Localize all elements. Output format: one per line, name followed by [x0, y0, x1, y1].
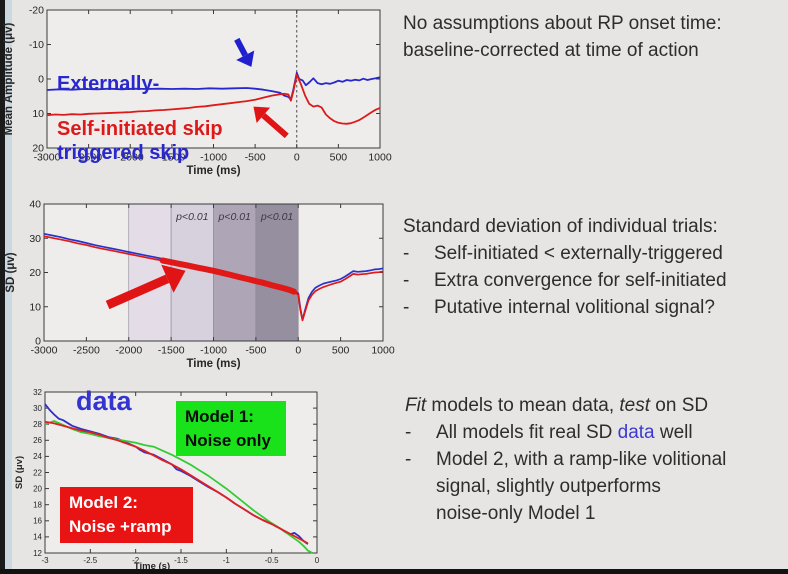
- svg-text:32: 32: [33, 388, 42, 397]
- sd-bullet-2: - Extra convergence for self-initiated: [403, 267, 787, 294]
- svg-text:-1500: -1500: [158, 152, 185, 164]
- sd-bullet-1-text: Self-initiated < externally-triggered: [434, 243, 723, 264]
- model-bullet-2-line1: Model 2, with a ramp-like volitional: [436, 449, 727, 470]
- svg-text:-1000: -1000: [200, 152, 227, 164]
- svg-text:24: 24: [33, 452, 42, 461]
- svg-text:18: 18: [33, 501, 42, 510]
- mean-amplitude-chart: -3000 -2500 -2000 -1500 -1000 -500 0 500 1000 -20…: [3, 5, 392, 177]
- svg-text:0: 0: [294, 152, 300, 164]
- svg-text:Time (s): Time (s): [134, 561, 170, 572]
- bullet-dash: -: [403, 270, 410, 291]
- svg-text:Mean Amplitude (μv): Mean Amplitude (μv): [3, 22, 15, 135]
- sd-bullet-1: - Self-initiated < externally-triggered: [403, 240, 787, 267]
- svg-text:10: 10: [32, 108, 44, 120]
- svg-text:-2000: -2000: [115, 345, 142, 357]
- data-label: data: [76, 386, 132, 416]
- sd-bullet-2-text: Extra convergence for self-initiated: [434, 270, 727, 291]
- sd-chart: p<0.01 p<0.01 p<0.01 -3000 -2500 -2000 -1500 -1…: [5, 199, 395, 370]
- model2-box-line2: Noise +ramp: [69, 517, 172, 536]
- svg-text:16: 16: [33, 517, 42, 526]
- svg-text:-2500: -2500: [75, 152, 102, 164]
- bullet-dash: -: [405, 449, 412, 470]
- svg-text:p<0.01: p<0.01: [217, 211, 250, 223]
- svg-text:-2500: -2500: [73, 345, 100, 357]
- svg-text:-0.5: -0.5: [265, 556, 279, 565]
- bullet-dash: -: [403, 243, 410, 264]
- svg-text:1000: 1000: [368, 152, 392, 164]
- sd-bullet-3: - Putative internal volitional signal?: [403, 294, 787, 321]
- svg-text:500: 500: [330, 152, 348, 164]
- svg-text:-1.5: -1.5: [174, 556, 188, 565]
- svg-text:-3000: -3000: [34, 152, 61, 164]
- model-bullet-2-line2: signal, slightly outperforms: [436, 476, 661, 497]
- svg-text:-1500: -1500: [158, 345, 185, 357]
- svg-text:28: 28: [33, 420, 42, 429]
- left-black-strip: [0, 0, 5, 574]
- svg-text:22: 22: [33, 468, 42, 477]
- model2-box-line1: Model 2:: [69, 493, 138, 512]
- model-title: Fit models to mean data, test on SD: [405, 395, 709, 416]
- bottom-black-strip: [0, 569, 788, 574]
- svg-text:20: 20: [32, 143, 44, 155]
- left-blue-strip: [5, 0, 12, 574]
- svg-text:-20: -20: [29, 5, 44, 17]
- sd-bullet-3-text: Putative internal volitional signal?: [434, 297, 715, 318]
- svg-text:-2: -2: [132, 556, 140, 565]
- model-bullet-1: - All models fit real SD data well: [405, 419, 788, 446]
- sd-heading: Standard deviation of individual trials:: [403, 216, 718, 237]
- svg-text:-1: -1: [223, 556, 231, 565]
- svg-text:-2.5: -2.5: [83, 556, 97, 565]
- svg-text:-3: -3: [41, 556, 49, 565]
- externally-triggered-label-line1: Externally-: [57, 73, 160, 95]
- svg-text:26: 26: [33, 436, 42, 445]
- svg-text:-2000: -2000: [117, 152, 144, 164]
- svg-text:-500: -500: [245, 152, 266, 164]
- svg-text:1000: 1000: [371, 345, 395, 357]
- svg-text:30: 30: [33, 404, 42, 413]
- svg-text:Time (ms): Time (ms): [186, 165, 240, 177]
- bullet-dash: -: [403, 297, 410, 318]
- svg-text:-10: -10: [29, 39, 44, 51]
- model-text-block: Fit models to mean data, test on SD - Al…: [405, 392, 788, 527]
- sd-text-block: Standard deviation of individual trials:…: [403, 213, 787, 321]
- svg-text:10: 10: [29, 301, 41, 313]
- svg-text:40: 40: [29, 199, 41, 211]
- svg-text:0: 0: [295, 345, 301, 357]
- svg-text:500: 500: [332, 345, 350, 357]
- svg-text:p<0.01: p<0.01: [175, 211, 208, 223]
- svg-text:Time (ms): Time (ms): [186, 358, 240, 370]
- self-initiated-label: Self-initiated skip: [57, 118, 223, 140]
- svg-text:20: 20: [33, 484, 42, 493]
- externally-triggered-label: Externally- triggered skip: [57, 27, 189, 211]
- model1-box-line2: Noise only: [185, 431, 271, 450]
- svg-text:-1000: -1000: [200, 345, 227, 357]
- rp-onset-text: No assumptions about RP onset time: base…: [403, 10, 787, 64]
- model1-box: Model 1: Noise only: [176, 401, 286, 456]
- bullet-dash: -: [405, 422, 412, 443]
- rp-onset-line1: No assumptions about RP onset time:: [403, 13, 722, 34]
- svg-text:30: 30: [29, 233, 41, 245]
- externally-triggered-label-line2: triggered skip: [57, 142, 190, 164]
- svg-text:-500: -500: [245, 345, 266, 357]
- model-bullet-2: - Model 2, with a ramp-like volitional s…: [405, 446, 788, 527]
- rp-onset-line2: baseline-corrected at time of action: [403, 40, 699, 61]
- svg-text:0: 0: [315, 556, 320, 565]
- svg-text:12: 12: [33, 549, 42, 558]
- model-bullet-1-text: All models fit real SD data well: [436, 422, 693, 443]
- svg-text:14: 14: [33, 533, 42, 542]
- svg-text:20: 20: [29, 267, 41, 279]
- svg-text:0: 0: [38, 74, 44, 86]
- svg-text:-3000: -3000: [31, 345, 58, 357]
- svg-text:SD (μv): SD (μv): [14, 456, 25, 489]
- svg-text:p<0.01: p<0.01: [260, 211, 293, 223]
- model1-box-line1: Model 1:: [185, 407, 254, 426]
- svg-text:0: 0: [35, 336, 41, 348]
- model2-box: Model 2: Noise +ramp: [60, 487, 193, 543]
- model-bullet-2-line3: noise-only Model 1: [436, 503, 596, 524]
- model-bullet-2-text: Model 2, with a ramp-like volitional sig…: [436, 446, 726, 527]
- svg-text:SD (μv): SD (μv): [5, 252, 17, 292]
